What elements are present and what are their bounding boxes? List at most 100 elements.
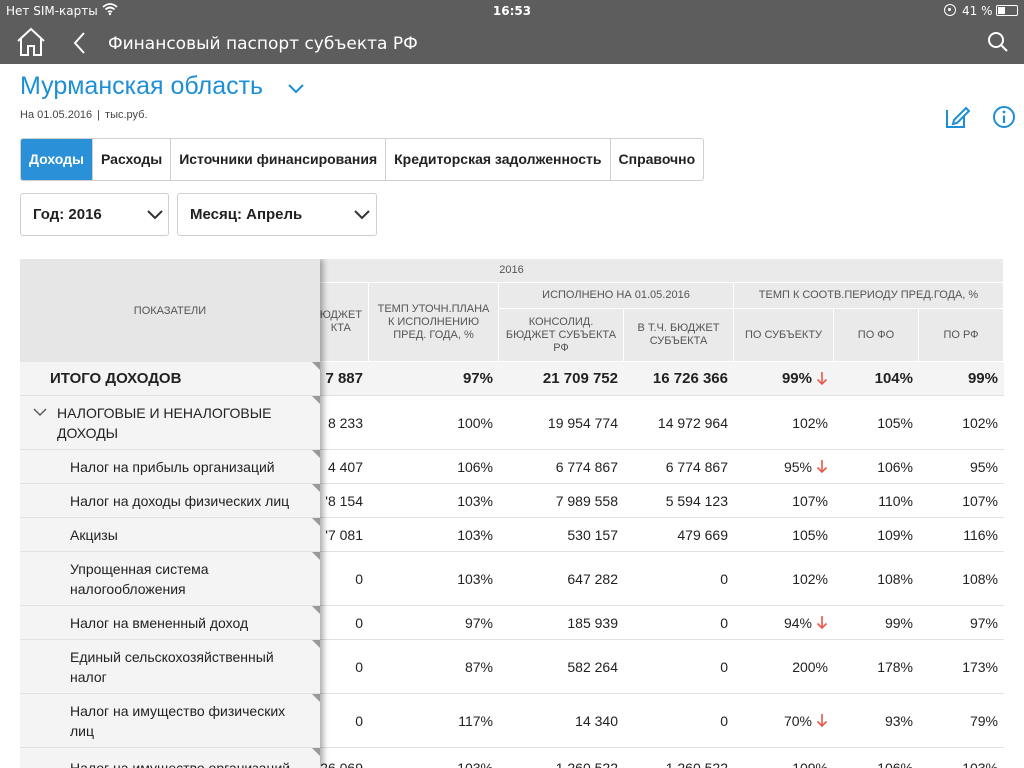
year-select[interactable]: Год: 2016 <box>20 193 169 236</box>
row-label-text: ИТОГО ДОХОДОВ <box>50 369 182 387</box>
corner-marker <box>312 396 320 404</box>
table-cell: 0 <box>320 640 369 693</box>
table-row[interactable]: 0 97% 185 939 0 94% 99% 97% <box>20 606 1004 640</box>
month-select-value: Месяц: Апрель <box>190 206 303 223</box>
cell-value: 106% <box>457 458 493 475</box>
cell-value: 108% <box>877 570 913 587</box>
tab-income[interactable]: Доходы <box>21 139 93 180</box>
table-row[interactable]: 26 069 103% 1 260 522 1 260 522 109% 106% 103% <box>20 748 1004 768</box>
cell-value: 107% <box>792 492 828 509</box>
row-label[interactable]: Налог на имущество физических лиц <box>20 694 320 748</box>
income-table[interactable]: 2016 ЮДЖЕТ КТА ТЕМП УТОЧН.ПЛАНА К ИСПОЛН… <box>20 259 1004 768</box>
table-cell: 0 <box>624 552 734 605</box>
table-cell: 106% <box>369 450 499 483</box>
row-label[interactable]: Упрощенная система налогообложения <box>20 552 320 606</box>
table-cell: 103% <box>369 518 499 551</box>
row-label[interactable]: Налог на вмененный доход <box>20 606 320 640</box>
chevron-down-icon[interactable] <box>32 406 48 418</box>
table-cell: 106% <box>834 748 919 768</box>
tab-payables[interactable]: Кредиторская задолженность <box>386 139 611 180</box>
cell-value: 70% <box>783 712 812 729</box>
home-icon[interactable] <box>14 26 48 58</box>
cell-value: 200% <box>792 658 828 675</box>
cell-value: 530 157 <box>567 526 618 543</box>
chevron-down-icon[interactable] <box>286 80 306 98</box>
row-label[interactable]: Налог на прибыль организаций <box>20 450 320 484</box>
table-row[interactable]: 0 87% 582 264 0 200% 178% 173% <box>20 640 1004 694</box>
row-label[interactable]: ИТОГО ДОХОДОВ <box>20 362 320 396</box>
table-cell: 103% <box>369 552 499 605</box>
table-cell: 103% <box>919 748 1004 768</box>
cell-value: 14 972 964 <box>657 414 728 431</box>
cell-value: 97% <box>464 614 493 631</box>
corner-marker <box>312 450 320 458</box>
table-cell: 106% <box>834 450 919 483</box>
corner-marker <box>312 518 320 526</box>
table-cell: 108% <box>834 552 919 605</box>
cell-value: 95% <box>783 458 812 475</box>
row-label[interactable]: Налог на доходы физических лиц <box>20 484 320 518</box>
table-cell: 178% <box>834 640 919 693</box>
table-cell: 19 954 774 <box>499 396 624 449</box>
row-label[interactable]: Единый сельскохозяйственный налог <box>20 640 320 694</box>
cell-value: 0 <box>720 570 728 587</box>
cell-value: 109% <box>877 526 913 543</box>
cell-value: 94% <box>783 614 812 631</box>
table-cell: 100% <box>369 396 499 449</box>
table-cell: 1 260 522 <box>624 748 734 768</box>
cell-value: 110% <box>878 492 913 509</box>
cell-value: 116% <box>963 526 998 543</box>
table-cell: 105% <box>834 396 919 449</box>
table-cell: 0 <box>320 606 369 639</box>
search-icon[interactable] <box>986 30 1010 54</box>
frozen-indicator-column: ПОКАЗАТЕЛИ ИТОГО ДОХОДОВ НАЛОГОВЫЕ И НЕНА… <box>20 259 320 768</box>
cell-value: 106% <box>877 759 913 768</box>
cell-value: 87% <box>464 658 493 675</box>
cell-value: 0 <box>355 614 363 631</box>
row-label[interactable]: НАЛОГОВЫЕ И НЕНАЛОГОВЫЕ ДОХОДЫ <box>20 396 320 450</box>
by-fo-header: ПО ФО <box>834 309 919 362</box>
table-row[interactable]: 0 103% 647 282 0 102% 108% 108% <box>20 552 1004 606</box>
arrow-down-icon <box>816 616 828 630</box>
cell-value: 100% <box>457 414 493 431</box>
tab-financing-sources[interactable]: Источники финансирования <box>171 139 387 180</box>
cell-value: 7 887 <box>325 370 363 387</box>
table-row[interactable]: '7 081 103% 530 157 479 669 105% 109% 116% <box>20 518 1004 552</box>
by-subject-header: ПО СУБЪЕКТУ <box>734 309 834 362</box>
back-icon[interactable] <box>70 30 90 56</box>
row-label-text: Акцизы <box>70 526 118 543</box>
month-select[interactable]: Месяц: Апрель <box>177 193 377 236</box>
table-cell: 14 972 964 <box>624 396 734 449</box>
budget-column-header: ЮДЖЕТ КТА <box>320 283 369 362</box>
cell-value: 0 <box>355 658 363 675</box>
table-cell: 647 282 <box>499 552 624 605</box>
table-row[interactable]: 4 407 106% 6 774 867 6 774 867 95% 106% 95% <box>20 450 1004 484</box>
info-icon[interactable] <box>992 105 1016 129</box>
region-title[interactable]: Мурманская область <box>20 72 264 100</box>
table-cell: 97% <box>369 606 499 639</box>
corner-marker <box>312 552 320 560</box>
table-row[interactable]: '8 154 103% 7 989 558 5 594 123 107% 110% 107% <box>20 484 1004 518</box>
table-cell: 0 <box>624 694 734 747</box>
table-cell: 99% <box>834 606 919 639</box>
edit-icon[interactable] <box>944 104 970 130</box>
table-cell: 0 <box>320 552 369 605</box>
row-label[interactable]: Акцизы <box>20 518 320 552</box>
table-cell: 582 264 <box>499 640 624 693</box>
tab-expenses[interactable]: Расходы <box>93 139 172 180</box>
row-label-text: Налог на доходы физических лиц <box>70 492 290 509</box>
tab-reference[interactable]: Справочно <box>618 151 696 167</box>
cell-value: 479 669 <box>677 526 728 543</box>
table-row[interactable]: 8 233 100% 19 954 774 14 972 964 102% 105% 102… <box>20 396 1004 450</box>
table-cell: 105% <box>734 518 834 551</box>
row-label[interactable]: Налог на имущество организаций <box>20 748 320 768</box>
top-bar: Нет SIM-карты 16:53 41 % Финансовый пасп… <box>0 0 1024 64</box>
table-row[interactable]: 0 117% 14 340 0 70% 93% 79% <box>20 694 1004 748</box>
corner-marker <box>312 640 320 648</box>
cell-value: '7 081 <box>325 526 363 543</box>
table-cell: 117% <box>369 694 499 747</box>
row-label-text: Налог на имущество физических лиц <box>70 702 286 739</box>
chevron-down-icon <box>147 210 163 220</box>
table-cell: '8 154 <box>320 484 369 517</box>
cell-value: 0 <box>720 658 728 675</box>
